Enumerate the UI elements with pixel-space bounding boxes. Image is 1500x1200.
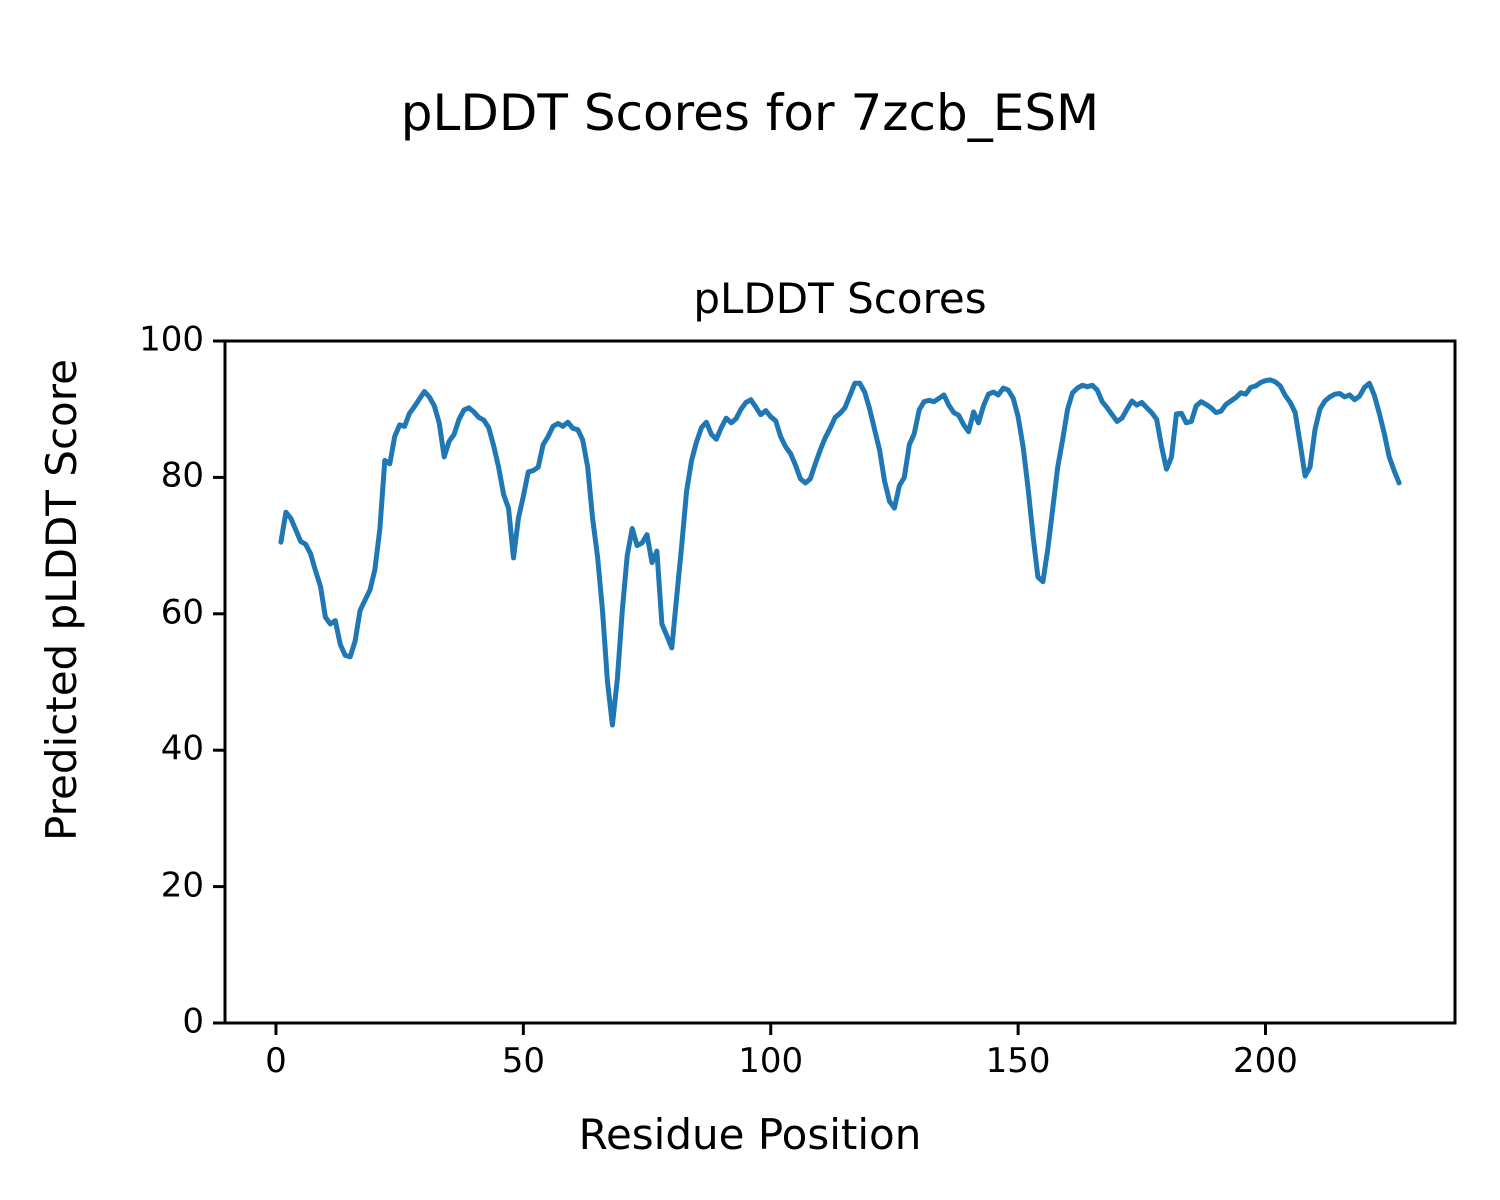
plddt-line bbox=[278, 377, 1402, 728]
y-tick-label: 0 bbox=[182, 1001, 204, 1042]
y-tick-label: 20 bbox=[160, 865, 204, 906]
x-tick-label: 50 bbox=[501, 1041, 545, 1081]
x-axis-label: Residue Position bbox=[578, 1110, 922, 1159]
x-tick-label: 150 bbox=[985, 1041, 1051, 1081]
y-tick-label: 100 bbox=[139, 319, 204, 360]
y-tick-label: 40 bbox=[160, 728, 204, 769]
y-tick-label: 60 bbox=[160, 592, 204, 633]
x-tick-label: 200 bbox=[1233, 1041, 1298, 1081]
y-tick-label: 80 bbox=[160, 456, 204, 497]
x-tick-label: 0 bbox=[265, 1041, 287, 1081]
figure-title: pLDDT Scores for 7zcb_ESM bbox=[400, 84, 1100, 142]
axes-title: pLDDT Scores bbox=[693, 274, 987, 323]
x-tick-label: 100 bbox=[738, 1041, 804, 1081]
axes-spines bbox=[223, 339, 1457, 1025]
